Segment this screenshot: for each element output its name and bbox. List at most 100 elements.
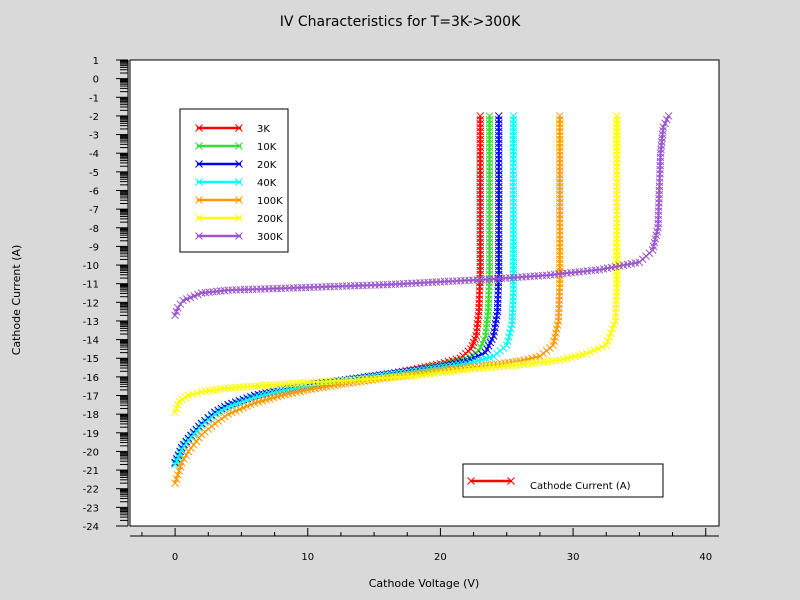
data-point <box>476 167 485 175</box>
data-point <box>485 123 494 132</box>
y-axis-label: Cathode Current (A) <box>10 245 23 356</box>
data-point <box>555 119 564 128</box>
data-point <box>485 163 494 171</box>
data-point <box>555 151 564 160</box>
data-point <box>494 174 503 183</box>
data-point <box>555 123 564 132</box>
x-axis: 0 10 20 30 40 <box>130 528 719 563</box>
data-point <box>509 210 518 218</box>
data-point <box>509 285 518 293</box>
data-point <box>613 178 621 187</box>
legend-item-300K: 300K <box>195 232 283 243</box>
data-point <box>509 182 518 191</box>
data-point <box>175 466 183 475</box>
legend-marker <box>195 196 203 204</box>
data-point <box>485 147 494 156</box>
data-point <box>485 139 494 148</box>
data-point <box>613 170 621 179</box>
data-point <box>509 123 518 132</box>
data-point <box>613 151 621 160</box>
data-point <box>247 400 255 409</box>
y-tick-label: -7 <box>89 205 99 216</box>
data-point <box>509 257 518 266</box>
data-point <box>494 131 503 140</box>
series-200K <box>171 112 621 417</box>
data-point <box>476 174 485 183</box>
data-point <box>476 182 485 191</box>
y-tick-label: -5 <box>89 168 99 179</box>
data-point <box>602 341 611 350</box>
data-point <box>613 135 621 144</box>
data-point <box>173 304 182 312</box>
data-point <box>613 159 621 167</box>
data-point <box>509 147 518 156</box>
data-point <box>555 182 564 191</box>
data-point <box>485 186 494 195</box>
data-point <box>239 403 248 412</box>
y-tick-label: -21 <box>83 466 99 477</box>
data-point <box>480 335 488 344</box>
data-point <box>176 462 185 471</box>
data-point <box>494 119 503 128</box>
data-point <box>509 131 518 140</box>
data-point <box>594 344 603 353</box>
data-point <box>509 112 518 120</box>
data-point <box>476 127 485 136</box>
data-point <box>485 178 494 187</box>
data-point <box>485 155 494 163</box>
legend-label: 100K <box>257 196 283 207</box>
data-point <box>476 115 485 124</box>
y-tick-label: -9 <box>89 242 99 253</box>
data-point <box>613 112 621 120</box>
y-axis: 1 0 -1 -2 -3 -4 -5 -6 -7 -8 -9 -10 -11 -12 -13 -14 -15 -1… <box>83 56 129 533</box>
data-point <box>555 147 564 156</box>
data-point <box>509 186 518 195</box>
data-point <box>555 167 564 175</box>
legend-label: 10K <box>257 142 277 153</box>
data-point <box>494 151 503 160</box>
data-point <box>485 159 494 167</box>
data-point <box>509 167 518 175</box>
y-tick-label: -24 <box>83 522 99 533</box>
data-point <box>509 143 518 152</box>
legend-marker <box>195 178 203 186</box>
data-point <box>582 349 591 358</box>
annotation-box: Cathode Current (A) <box>462 463 664 498</box>
data-point <box>509 281 518 289</box>
data-point <box>613 182 621 191</box>
data-point <box>613 131 621 140</box>
legend-marker <box>235 124 243 132</box>
data-point <box>555 170 564 179</box>
data-point <box>494 170 503 179</box>
data-point <box>478 339 487 348</box>
legend-label: 300K <box>257 232 283 243</box>
data-point <box>485 131 494 140</box>
chart-title: IV Characteristics for T=3K->300K <box>280 14 521 30</box>
data-point <box>172 475 181 483</box>
data-point <box>476 163 485 171</box>
data-point <box>476 170 485 179</box>
y-tick-label: -6 <box>89 186 99 197</box>
data-point <box>188 390 197 399</box>
legend-marker <box>195 142 203 150</box>
data-point <box>659 123 668 131</box>
data-point <box>509 198 518 207</box>
y-tick-label: -17 <box>83 392 99 403</box>
data-point <box>509 218 518 226</box>
data-point <box>509 119 518 128</box>
data-point <box>662 115 671 124</box>
data-point <box>555 112 564 120</box>
y-tick-label: -19 <box>83 429 99 440</box>
legend-item-10K: 10K <box>195 142 277 153</box>
data-point <box>485 167 494 175</box>
data-point <box>224 410 233 419</box>
data-point <box>494 135 503 144</box>
legend-item-100K: 100K <box>195 196 283 207</box>
data-point <box>613 167 621 175</box>
data-point <box>494 112 503 120</box>
data-point <box>243 402 251 411</box>
y-tick-label: -20 <box>83 447 99 458</box>
data-point <box>494 159 503 167</box>
legend-item-3K: 3K <box>195 124 270 135</box>
data-point <box>509 170 518 179</box>
